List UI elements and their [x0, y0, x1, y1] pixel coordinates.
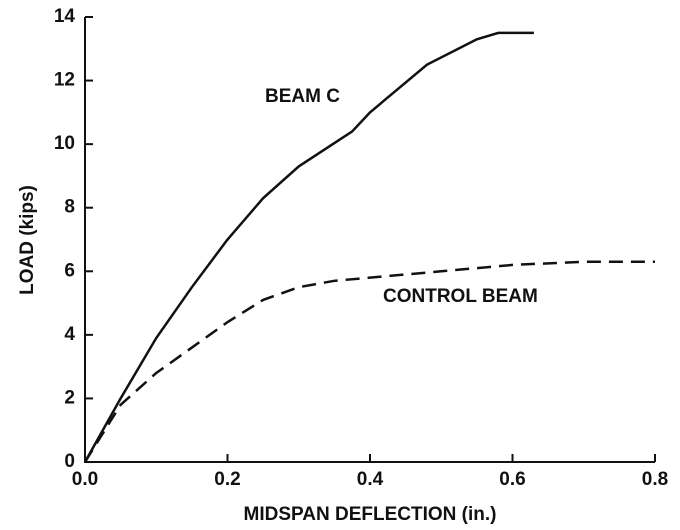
y-tick-label: 6: [64, 260, 75, 281]
series-label: BEAM C: [265, 86, 340, 107]
y-tick-label: 12: [54, 70, 75, 91]
y-tick-label: 10: [54, 133, 75, 154]
y-tick-label: 14: [54, 6, 76, 27]
axes: [84, 17, 655, 463]
x-axis-label: MIDSPAN DEFLECTION (in.): [244, 504, 497, 525]
x-tick-label: 0.6: [499, 469, 525, 490]
series-line: [83, 31, 534, 463]
series-label: CONTROL BEAM: [383, 286, 538, 307]
y-axis-label: LOAD (kips): [17, 185, 38, 295]
y-tick-label: 8: [64, 197, 75, 218]
series-line: [83, 260, 655, 463]
x-tick-label: 0.4: [357, 469, 384, 490]
y-tick-label: 2: [64, 387, 75, 408]
x-tick-label: 0.8: [642, 469, 668, 490]
x-tick-label: 0.0: [72, 469, 98, 490]
x-tick-label: 0.2: [214, 469, 240, 490]
y-tick-label: 0: [64, 451, 75, 472]
y-tick-label: 4: [64, 324, 75, 345]
